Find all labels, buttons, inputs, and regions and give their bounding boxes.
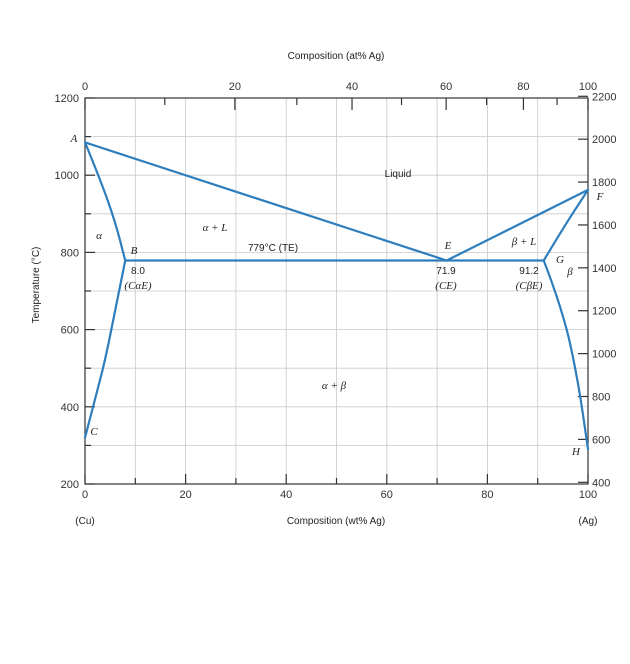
x-tick-label-bottom: 20 [179,489,191,501]
x-axis-title: Composition (wt% Ag) [287,516,385,527]
point-c-label: C [90,426,98,438]
point-e-label: E [444,240,452,252]
x-tick-label-bottom: 80 [481,489,493,501]
e-composition-value: 71.9 [436,266,456,277]
y-tick-label-right: 1200 [592,306,616,318]
y-tick-label-right: 1400 [592,263,616,275]
y-tick-label-right: 800 [592,392,610,404]
x-tick-label-top: 80 [517,81,529,93]
point-g-label: G [556,254,564,266]
top-axis-title: Composition (at% Ag) [288,51,385,62]
g-composition-value: 91.2 [519,266,539,277]
x-tick-label-bottom: 60 [381,489,393,501]
y-tick-label-left: 1200 [55,93,79,105]
region-alpha-beta-label: α + β [322,380,347,392]
x-tick-label-top: 60 [440,81,452,93]
liquidus-line-right [447,190,588,261]
y-tick-label-left: 1000 [55,170,79,182]
x-tick-label-top: 20 [229,81,241,93]
eutectic-temperature-label: 779°C (TE) [248,243,298,254]
x-tick-label-bottom: 40 [280,489,292,501]
y-tick-label-right: 1600 [592,220,616,232]
point-a-label: A [70,133,78,145]
beta-solvus-line [544,261,588,450]
y-tick-label-right: 2200 [592,91,616,103]
y-tick-label-right: 1800 [592,177,616,189]
point-h-label: H [571,446,581,458]
b-composition-value: 8.0 [131,266,145,277]
x-tick-label-bottom: 100 [579,489,597,501]
x-end-right-label: (Ag) [579,516,598,527]
alpha-solvus-line [85,261,125,438]
x-tick-label-top: 40 [346,81,358,93]
region-beta-label: β [566,266,573,278]
region-liquid-label: Liquid [385,169,412,180]
point-b-label: B [131,245,138,257]
y-axis-title: Temperature (°C) [31,247,42,324]
y-tick-label-left: 600 [61,325,79,337]
g-composition-label: (CβE) [516,280,543,292]
y-tick-label-right: 400 [592,477,610,489]
region-alpha-label: α [96,230,102,242]
x-tick-label-bottom: 0 [82,489,88,501]
e-composition-label: (CE) [435,280,457,292]
point-f-label: F [596,191,604,203]
x-end-left-label: (Cu) [75,516,94,527]
y-tick-label-right: 600 [592,434,610,446]
x-tick-label-top: 0 [82,81,88,93]
grid [85,98,588,484]
y-tick-label-left: 800 [61,247,79,259]
alpha-solidus-line [85,142,125,260]
region-beta-liquid-label: β + L [511,236,537,248]
y-tick-label-left: 200 [61,479,79,491]
y-tick-label-left: 400 [61,402,79,414]
b-composition-label: (CαE) [124,280,151,292]
y-tick-label-right: 1000 [592,349,616,361]
region-alpha-liquid-label: α + L [203,222,228,234]
y-tick-label-right: 2000 [592,134,616,146]
